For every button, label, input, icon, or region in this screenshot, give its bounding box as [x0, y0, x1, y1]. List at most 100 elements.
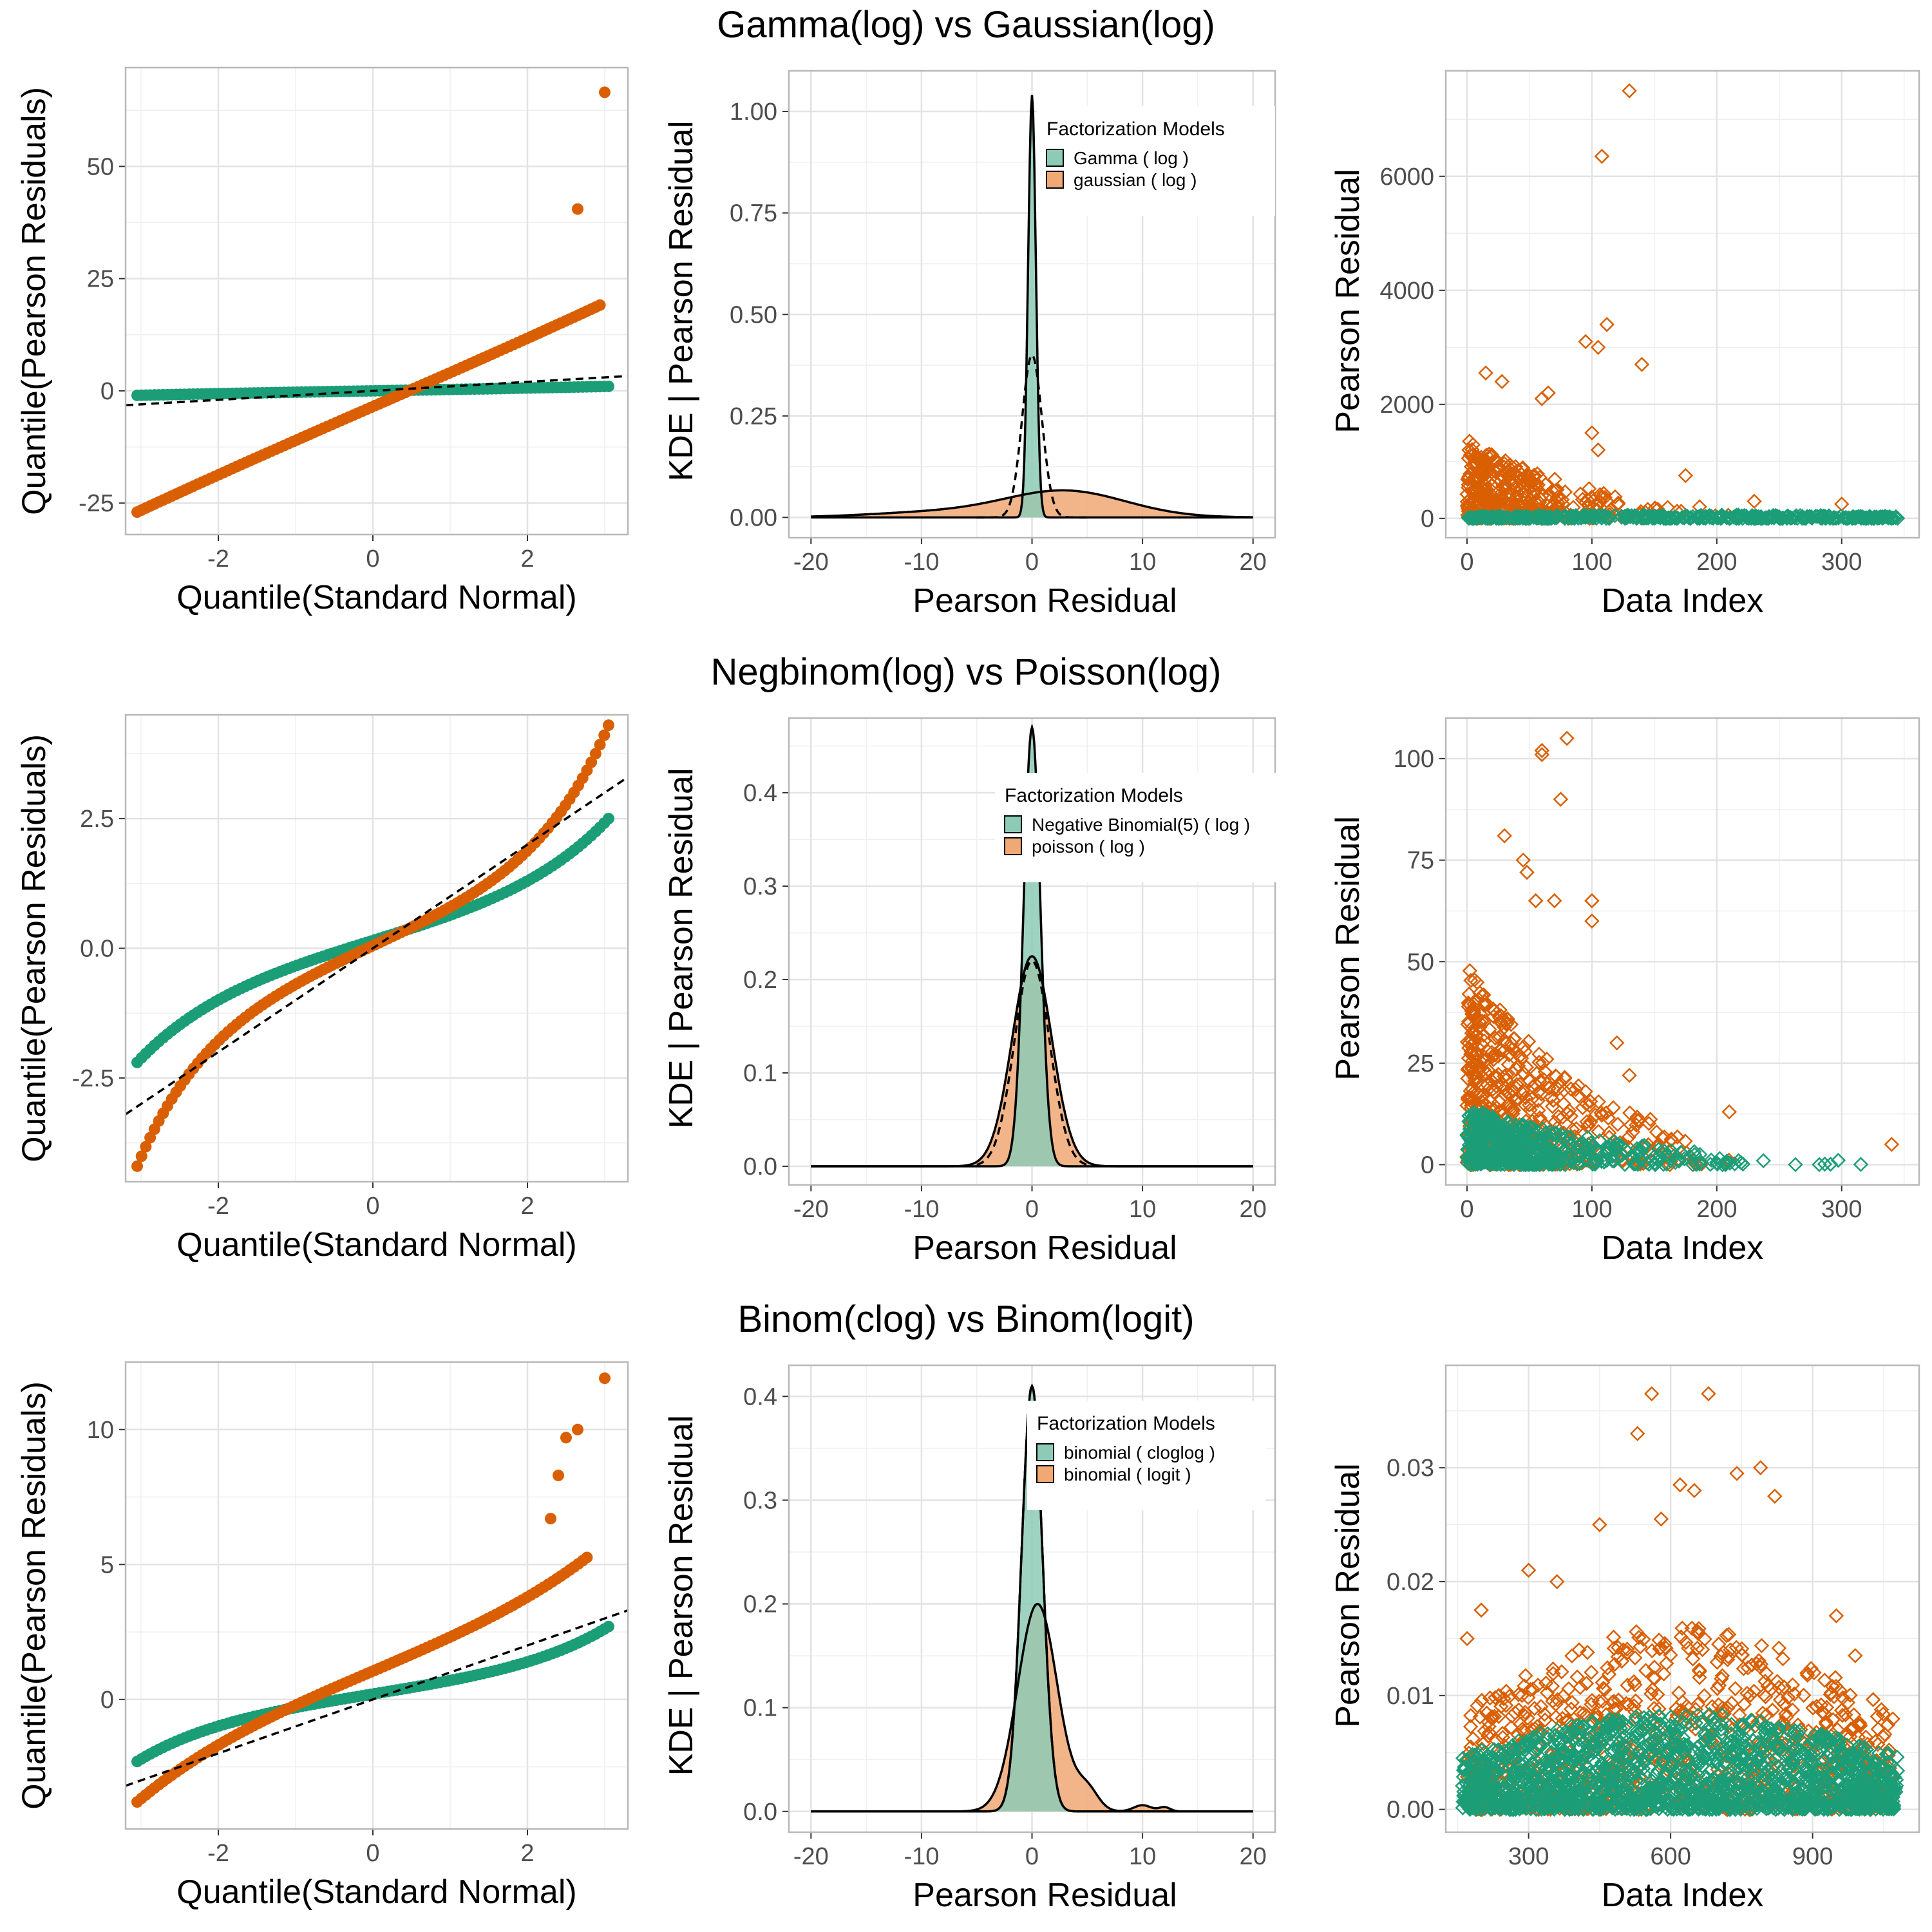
- scatter-point-orange: [1538, 477, 1553, 493]
- legend-label-green: Gamma ( log ): [1074, 148, 1189, 168]
- scatter-point-orange: [1464, 1061, 1481, 1077]
- scatter-point-orange: [1643, 1686, 1659, 1701]
- scatter-point-orange: [1584, 425, 1600, 440]
- qq-point-orange: [572, 203, 583, 215]
- scatter-point-orange: [1466, 458, 1482, 473]
- scatter-point-orange: [1463, 1043, 1479, 1059]
- kde-area-green: [811, 95, 1253, 518]
- scatter-point-green: [1870, 510, 1885, 526]
- scatter-point-green: [1692, 1146, 1708, 1162]
- kde-line-green: [811, 95, 1253, 519]
- scatter-point-green: [1585, 510, 1600, 526]
- scatter-point-green: [1646, 1735, 1662, 1750]
- scatter-point-orange: [1736, 1661, 1752, 1676]
- scatter-point-orange: [1556, 1096, 1571, 1112]
- scatter-point-orange: [1515, 461, 1530, 477]
- scatter-point-orange: [1691, 1662, 1707, 1678]
- scatter-point-green: [1595, 508, 1610, 524]
- scatter-point-green: [1636, 1137, 1652, 1153]
- scatter-point-green: [1548, 1144, 1564, 1160]
- scatter-point-orange: [1629, 1109, 1645, 1125]
- scatter-point-orange: [1527, 1701, 1542, 1716]
- scatter-point-orange: [1461, 1040, 1477, 1056]
- kde-line-green: [811, 723, 1253, 1168]
- scatter-x-tick-label: 300: [1821, 549, 1862, 576]
- scatter-point-orange: [1619, 1644, 1635, 1660]
- scatter-y-tick-label: 50: [1407, 949, 1434, 976]
- scatter-point-orange: [1494, 484, 1510, 500]
- scatter-point-orange: [1754, 1638, 1770, 1654]
- scatter-point-green: [1613, 508, 1629, 524]
- scatter-point-orange: [1614, 1653, 1630, 1669]
- scatter-point-orange: [1461, 986, 1477, 1002]
- scatter-point-green: [1647, 1155, 1663, 1171]
- scatter-point-green: [1790, 511, 1805, 526]
- scatter-point-green: [1728, 510, 1744, 526]
- scatter-point-green: [1523, 1126, 1539, 1142]
- scatter-point-orange: [1533, 1699, 1549, 1714]
- scatter-point-orange: [1765, 1702, 1781, 1718]
- scatter-point-green: [1785, 1736, 1801, 1752]
- scatter-point-green: [1680, 509, 1695, 524]
- scatter-point-orange: [1510, 1727, 1526, 1743]
- scatter-point-orange: [1501, 1047, 1517, 1063]
- scatter-point-orange: [1465, 1730, 1481, 1747]
- scatter-point-orange: [1461, 1014, 1477, 1029]
- qq-x-axis-label: Quantile(Standard Normal): [176, 1226, 576, 1264]
- scatter-point-green: [1652, 1149, 1667, 1164]
- scatter-marks: [1459, 83, 1906, 526]
- scatter-point-orange: [1799, 1667, 1815, 1683]
- scatter-point-orange: [1531, 1046, 1547, 1062]
- qq-x-tick-label: -2: [207, 1193, 229, 1220]
- scatter-point-orange: [1500, 1012, 1515, 1027]
- scatter-point-orange: [1743, 1687, 1758, 1703]
- scatter-point-orange: [1590, 339, 1606, 355]
- scatter-point-orange: [1548, 1068, 1564, 1084]
- scatter-point-orange: [1496, 1690, 1511, 1707]
- scatter-point-orange: [1481, 1063, 1497, 1079]
- scatter-point-green: [1709, 1155, 1725, 1171]
- scatter-point-orange: [1721, 1627, 1737, 1642]
- qq-x-tick-label: 0: [366, 1193, 379, 1220]
- scatter-point-green: [1701, 1707, 1718, 1723]
- scatter-point-green: [1472, 1134, 1488, 1150]
- scatter-point-orange: [1824, 1679, 1841, 1694]
- scatter-point-green: [1490, 1132, 1506, 1148]
- kde-x-tick-label: -10: [904, 1843, 939, 1870]
- scatter-point-orange: [1696, 1688, 1712, 1703]
- kde-x-tick-label: -20: [793, 1843, 829, 1870]
- scatter-point-orange: [1482, 1690, 1498, 1706]
- scatter-point-green: [1477, 1117, 1493, 1133]
- scatter-point-orange: [1729, 1466, 1745, 1481]
- scatter-point-orange: [1628, 1693, 1643, 1709]
- scatter-point-green: [1627, 1156, 1643, 1172]
- scatter-point-green: [1866, 511, 1882, 526]
- scatter-point-green: [1666, 1736, 1682, 1752]
- scatter-point-green: [1470, 1114, 1485, 1130]
- scatter-point-orange: [1610, 1640, 1626, 1656]
- scatter-x-tick-label: 100: [1571, 549, 1612, 576]
- scatter-point-orange: [1568, 1121, 1584, 1137]
- scatter-point-orange: [1674, 1620, 1690, 1636]
- scatter-point-orange: [1740, 1660, 1756, 1676]
- scatter-point-orange: [1757, 1674, 1773, 1689]
- scatter-point-orange: [1678, 1634, 1694, 1651]
- qq-point-orange: [589, 748, 601, 760]
- legend-label-orange: gaussian ( log ): [1074, 170, 1197, 190]
- kde-x-tick-label: 10: [1129, 1196, 1156, 1223]
- scatter-point-orange: [1595, 1674, 1611, 1690]
- scatter-point-orange: [1755, 1705, 1770, 1721]
- kde-y-axis-label: KDE | Pearson Residual: [663, 1416, 700, 1776]
- scatter-point-orange: [1563, 1081, 1578, 1097]
- scatter-point-orange: [1607, 1656, 1622, 1672]
- scatter-point-orange: [1769, 1674, 1785, 1689]
- scatter-point-orange: [1739, 1685, 1755, 1701]
- scatter-point-orange: [1506, 1103, 1522, 1118]
- scatter-point-green: [1722, 1155, 1738, 1171]
- kde-area-green: [811, 1386, 1253, 1812]
- scatter-point-orange: [1520, 1562, 1537, 1578]
- qq-reference-line: [126, 1609, 628, 1787]
